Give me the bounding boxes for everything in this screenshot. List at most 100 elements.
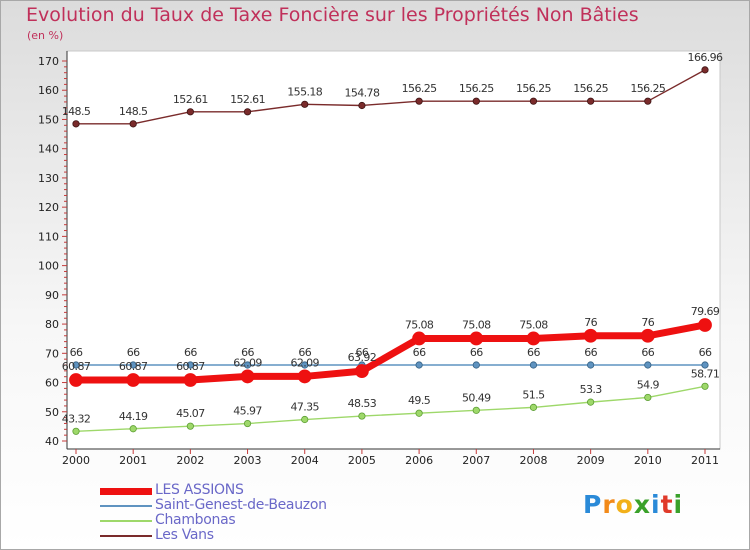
plot-area bbox=[66, 50, 721, 450]
logo-letter: x bbox=[633, 490, 651, 519]
data-point-saint-genest-de-beauzon bbox=[644, 361, 652, 369]
data-label-les-vans: 156.25 bbox=[630, 82, 665, 95]
data-label-les-vans: 156.25 bbox=[573, 82, 608, 95]
data-point-les-assions bbox=[183, 373, 198, 387]
data-label-les-assions: 62.09 bbox=[290, 356, 319, 369]
legend-label-chambonas: Chambonas bbox=[155, 512, 236, 528]
series-line-les-assions bbox=[72, 321, 709, 384]
data-point-chambonas bbox=[72, 427, 80, 435]
x-tick-label: 2005 bbox=[348, 454, 376, 467]
data-point-saint-genest-de-beauzon bbox=[243, 361, 252, 369]
legend-label-saint-genest: Saint-Genest-de-Beauzon bbox=[155, 497, 327, 513]
y-tick-label: 120 bbox=[38, 201, 59, 214]
data-point-saint-genest-de-beauzon bbox=[529, 361, 538, 369]
data-point-saint-genest-de-beauzon bbox=[72, 361, 80, 369]
data-point-les-vans bbox=[301, 100, 309, 108]
data-label-chambonas: 54.9 bbox=[637, 378, 660, 391]
data-point-chambonas bbox=[186, 422, 194, 430]
data-label-les-assions: 76 bbox=[584, 316, 597, 329]
data-point-saint-genest-de-beauzon bbox=[301, 361, 309, 369]
x-tick-label: 2003 bbox=[234, 454, 262, 467]
data-point-les-assions bbox=[240, 369, 255, 384]
proxiti-logo: Proxiti bbox=[583, 490, 683, 519]
logo-letter: i bbox=[673, 490, 684, 519]
data-point-les-assions bbox=[469, 331, 484, 346]
legend-label-les-vans: Les Vans bbox=[155, 527, 214, 543]
y-tick-label: 60 bbox=[45, 377, 59, 390]
data-label-les-assions: 63.92 bbox=[348, 351, 377, 364]
data-label-chambonas: 43.32 bbox=[62, 412, 91, 425]
data-label-chambonas: 53.3 bbox=[580, 383, 603, 396]
data-label-saint-genest-de-beauzon: 66 bbox=[527, 346, 540, 359]
data-label-chambonas: 45.97 bbox=[233, 405, 262, 418]
data-point-chambonas bbox=[701, 382, 709, 390]
data-point-chambonas bbox=[415, 409, 423, 417]
x-tick-label: 2008 bbox=[519, 454, 547, 467]
data-point-saint-genest-de-beauzon bbox=[472, 361, 480, 369]
x-tick-label: 2011 bbox=[691, 454, 719, 467]
data-point-chambonas bbox=[129, 425, 137, 433]
data-point-chambonas bbox=[472, 406, 480, 414]
data-label-les-vans: 148.5 bbox=[119, 105, 148, 118]
data-label-saint-genest-de-beauzon: 66 bbox=[699, 346, 712, 359]
data-label-saint-genest-de-beauzon: 66 bbox=[641, 346, 654, 359]
data-label-saint-genest-de-beauzon: 66 bbox=[184, 346, 197, 359]
data-point-les-assions bbox=[355, 364, 369, 378]
logo-letter: i bbox=[651, 490, 661, 519]
data-label-les-vans: 148.5 bbox=[62, 105, 91, 118]
y-tick-label: 170 bbox=[38, 55, 59, 68]
data-point-les-vans bbox=[129, 120, 137, 128]
data-point-les-vans bbox=[358, 101, 366, 110]
data-point-saint-genest-de-beauzon bbox=[415, 361, 423, 369]
logo-letter: r bbox=[602, 490, 616, 519]
y-tick-label: 80 bbox=[45, 318, 59, 331]
y-tick-label: 130 bbox=[38, 172, 59, 185]
data-point-les-vans bbox=[701, 66, 709, 74]
data-label-les-vans: 155.18 bbox=[287, 85, 322, 98]
y-tick-label: 40 bbox=[45, 435, 59, 448]
data-point-les-vans bbox=[472, 97, 480, 105]
legend-label-les-assions: LES ASSIONS bbox=[155, 482, 244, 498]
data-point-les-vans bbox=[243, 108, 252, 116]
data-label-les-vans: 152.61 bbox=[230, 93, 265, 106]
logo-letter: P bbox=[583, 490, 603, 519]
data-label-saint-genest-de-beauzon: 66 bbox=[470, 346, 483, 359]
data-label-les-assions: 60.87 bbox=[62, 360, 91, 373]
data-point-chambonas bbox=[529, 403, 538, 411]
data-point-les-assions bbox=[297, 369, 312, 384]
data-label-chambonas: 47.35 bbox=[290, 401, 319, 414]
data-point-les-vans bbox=[415, 97, 423, 105]
data-label-les-vans: 154.78 bbox=[344, 86, 379, 99]
data-point-chambonas bbox=[358, 412, 366, 420]
y-tick-label: 100 bbox=[38, 260, 59, 273]
data-label-chambonas: 50.49 bbox=[462, 391, 491, 404]
data-label-chambonas: 58.71 bbox=[691, 367, 720, 380]
data-label-saint-genest-de-beauzon: 66 bbox=[356, 346, 369, 359]
series-line-les-vans bbox=[75, 69, 706, 125]
y-tick-label: 50 bbox=[45, 406, 59, 419]
data-point-les-assions bbox=[69, 373, 83, 387]
data-point-chambonas bbox=[301, 415, 309, 424]
data-label-les-vans: 156.25 bbox=[516, 82, 551, 95]
data-point-les-assions bbox=[126, 373, 141, 387]
legend-swatch-les-assions bbox=[100, 488, 152, 495]
data-label-les-assions: 60.87 bbox=[119, 360, 148, 373]
data-label-les-vans: 166.96 bbox=[688, 51, 723, 64]
data-label-les-assions: 76 bbox=[641, 316, 654, 329]
data-point-saint-genest-de-beauzon bbox=[129, 361, 137, 369]
data-point-les-assions bbox=[583, 328, 598, 343]
x-tick-label: 2010 bbox=[634, 454, 662, 467]
y-tick-label: 140 bbox=[38, 143, 59, 156]
logo-letter: t bbox=[660, 490, 674, 519]
x-tick-label: 2007 bbox=[462, 454, 490, 467]
logo-letter: o bbox=[615, 490, 634, 519]
data-label-les-vans: 156.25 bbox=[402, 82, 437, 95]
data-point-les-vans bbox=[587, 97, 595, 105]
data-label-les-assions: 62.09 bbox=[233, 356, 262, 369]
y-tick-label: 90 bbox=[45, 289, 59, 302]
data-point-les-vans bbox=[644, 97, 652, 105]
data-label-les-assions: 75.08 bbox=[462, 318, 491, 331]
data-point-les-assions bbox=[640, 328, 655, 343]
data-point-les-vans bbox=[529, 97, 538, 105]
data-label-chambonas: 51.5 bbox=[522, 388, 545, 401]
